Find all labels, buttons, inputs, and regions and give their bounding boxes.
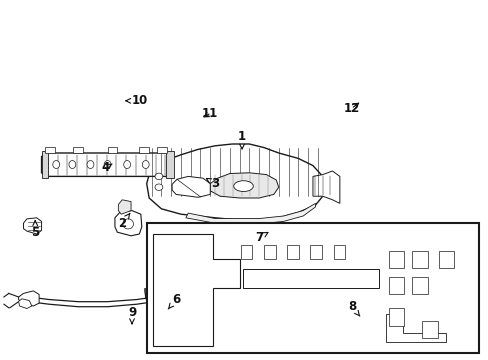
Ellipse shape	[233, 181, 253, 192]
Ellipse shape	[69, 161, 76, 168]
Bar	[310, 244, 322, 259]
Polygon shape	[115, 211, 142, 236]
Polygon shape	[210, 173, 278, 198]
Text: 2: 2	[118, 213, 130, 230]
Polygon shape	[172, 176, 210, 197]
Polygon shape	[41, 153, 170, 176]
Polygon shape	[107, 147, 117, 153]
Polygon shape	[153, 234, 239, 346]
Polygon shape	[41, 151, 48, 178]
Ellipse shape	[87, 161, 94, 168]
Ellipse shape	[122, 219, 133, 229]
Polygon shape	[185, 203, 315, 224]
Text: 4: 4	[101, 161, 112, 174]
Ellipse shape	[123, 161, 130, 168]
Polygon shape	[145, 283, 229, 305]
Bar	[421, 321, 437, 338]
Polygon shape	[139, 147, 149, 153]
Polygon shape	[19, 299, 32, 309]
Text: 3: 3	[206, 177, 219, 190]
Text: 5: 5	[31, 221, 39, 239]
Ellipse shape	[104, 161, 111, 168]
Bar	[388, 308, 404, 325]
Polygon shape	[203, 277, 210, 284]
Bar	[388, 277, 404, 294]
Polygon shape	[386, 314, 445, 342]
Ellipse shape	[155, 173, 163, 180]
Bar	[388, 251, 404, 269]
Text: 8: 8	[347, 300, 359, 316]
Bar	[333, 244, 345, 259]
Polygon shape	[189, 275, 212, 292]
Polygon shape	[232, 231, 317, 274]
Polygon shape	[73, 147, 83, 153]
Bar	[264, 244, 275, 259]
Polygon shape	[417, 283, 429, 293]
Polygon shape	[146, 144, 322, 220]
Text: 1: 1	[238, 130, 245, 149]
Bar	[438, 251, 453, 269]
Text: 11: 11	[202, 107, 218, 120]
Text: 7: 7	[255, 231, 267, 244]
Text: 10: 10	[126, 94, 147, 107]
Polygon shape	[243, 269, 379, 288]
Bar	[411, 277, 427, 294]
Polygon shape	[19, 291, 39, 306]
Text: 9: 9	[128, 306, 136, 324]
Polygon shape	[45, 147, 55, 153]
Bar	[411, 251, 427, 269]
Bar	[286, 244, 298, 259]
Polygon shape	[312, 171, 339, 203]
Polygon shape	[144, 289, 145, 299]
Polygon shape	[23, 218, 41, 234]
Polygon shape	[157, 147, 167, 153]
Text: 6: 6	[168, 293, 180, 309]
Text: 12: 12	[343, 102, 360, 114]
Polygon shape	[166, 151, 173, 178]
Bar	[240, 244, 252, 259]
Ellipse shape	[53, 161, 60, 168]
Ellipse shape	[142, 161, 149, 168]
Polygon shape	[118, 200, 131, 214]
Bar	[146, 223, 478, 353]
Ellipse shape	[155, 184, 163, 190]
Polygon shape	[227, 286, 229, 301]
